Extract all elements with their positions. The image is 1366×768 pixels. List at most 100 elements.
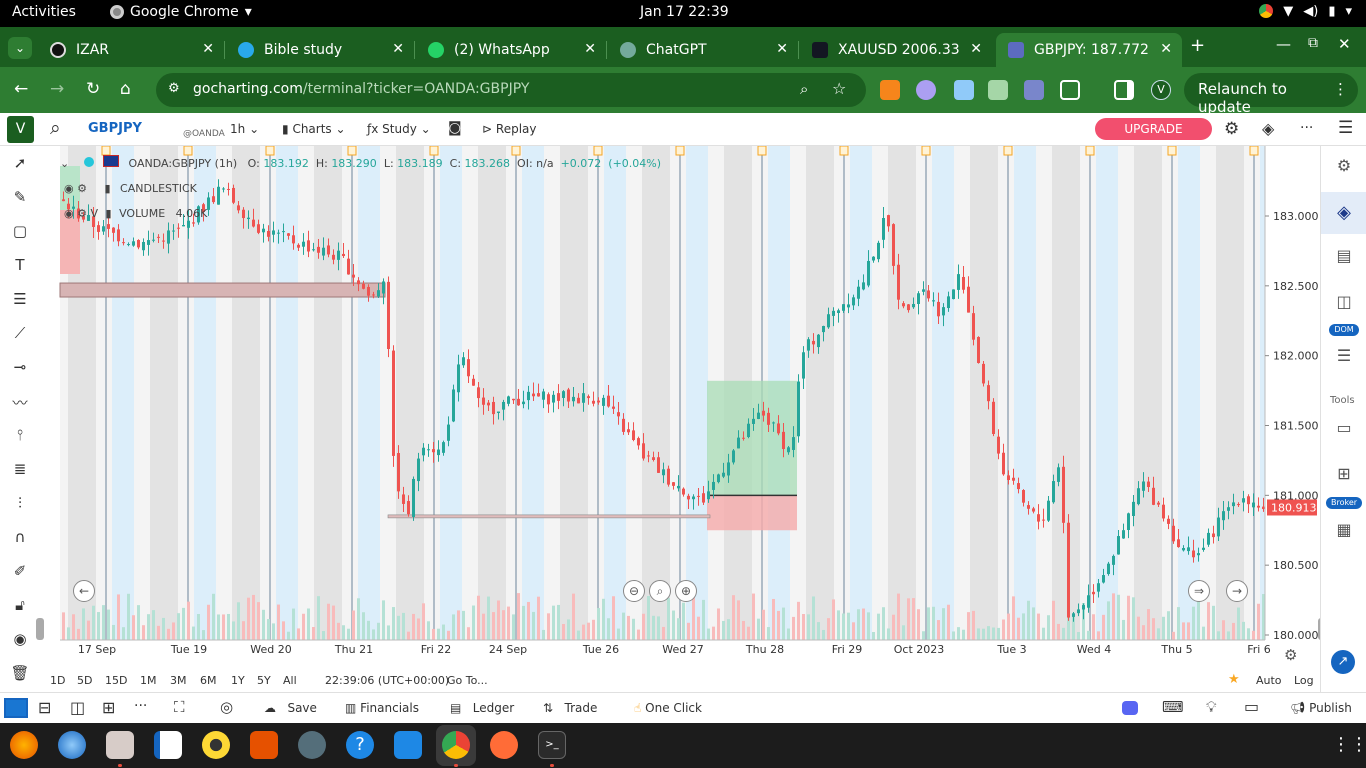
theme-icon[interactable]: ◎ [220,698,234,716]
server-icon[interactable]: ▭ [1336,418,1352,437]
cursor-icon[interactable]: ➚ [13,154,27,172]
zoom-icon[interactable]: ⌕ [800,80,809,98]
close-window-icon[interactable]: ✕ [1338,35,1351,53]
tab-bible-study[interactable]: Bible study ✕ [226,33,414,67]
edit-drawings-icon[interactable]: ✐ [13,562,27,580]
terminal-icon[interactable]: >_ [538,731,566,759]
tab-search-icon[interactable]: ⌄ [8,37,32,59]
bookmark-star-icon[interactable]: ☆ [832,79,847,98]
rhythmbox-icon[interactable] [202,731,230,759]
upgrade-button[interactable]: UPGRADE [1095,118,1212,140]
rectangle-icon[interactable]: ▢ [12,222,28,240]
range-all[interactable]: All [283,674,297,687]
measure-icon[interactable]: ⫶ [18,494,22,512]
firefox-icon[interactable] [10,731,38,759]
go-to-date[interactable]: Go To... [447,674,488,687]
layout-rows-icon[interactable]: ⊟ [38,698,52,717]
close-tab-icon[interactable]: ✕ [392,41,404,57]
vertical-line-icon[interactable]: ⫯ [16,426,24,444]
eye-icon[interactable]: ◉ [13,630,27,648]
replay-button[interactable]: ⊳ Replay [482,122,536,136]
range-6m[interactable]: 6M [200,674,217,687]
axis-settings-icon[interactable]: ⚙ [1284,646,1298,664]
wave-icon[interactable]: 〰 [12,394,28,412]
split-view-icon[interactable]: ◫ [1336,292,1352,311]
close-tab-icon[interactable]: ✕ [1156,41,1172,57]
settings-small-icon[interactable]: ⚙ [77,182,87,195]
one-click-button[interactable]: ☝ One Click [634,701,702,715]
apps-grid-icon[interactable]: ⊞ [1337,464,1351,483]
side-panel-icon[interactable] [1114,80,1134,100]
discord-icon[interactable] [1122,701,1138,715]
vscode-icon[interactable] [394,731,422,759]
ledger-button[interactable]: ▤ Ledger [450,701,514,715]
layout-cols-icon[interactable]: ◫ [70,698,86,717]
metamask-extension-icon[interactable] [880,80,900,100]
app-center-icon[interactable] [250,731,278,759]
more-layouts-icon[interactable]: ··· [134,698,148,714]
reload-icon[interactable]: ↻ [86,79,101,99]
system-tray[interactable]: ▼ ◀) ▮ ▾ [1259,4,1352,19]
close-tab-icon[interactable]: ✕ [776,41,788,57]
layers-panel-icon[interactable]: ◈ [1321,192,1366,234]
study-menu[interactable]: ƒx Study ⌄ [367,122,431,136]
files-icon[interactable] [106,731,134,759]
trendline-icon[interactable]: ⟋ [14,324,26,342]
close-tab-icon[interactable]: ✕ [584,41,596,57]
relaunch-to-update-button[interactable]: Relaunch to update ⋮ [1184,73,1358,116]
list-icon[interactable]: ☰ [1336,346,1352,365]
close-tab-icon[interactable]: ✕ [202,41,214,57]
tab-whatsapp[interactable]: (2) WhatsApp ✕ [416,33,606,67]
tab-izar[interactable]: IZAR ✕ [38,33,224,67]
pencil-icon[interactable]: ✎ [13,188,27,206]
libreoffice-writer-icon[interactable] [154,731,182,759]
legend-collapse-icon[interactable]: ⌄ [60,157,70,170]
trade-button[interactable]: ⇅ Trade [543,701,597,715]
layers-icon[interactable]: ◈ [1262,119,1275,138]
tab-chatgpt[interactable]: ChatGPT ✕ [608,33,798,67]
panel-collapse-left-icon[interactable] [36,618,44,640]
fib-icon[interactable]: ≣ [13,460,27,478]
range-1d[interactable]: 1D [50,674,66,687]
zoom-reset-icon[interactable]: ⌕ [649,580,671,602]
more-dots-icon[interactable]: ··· [1300,120,1314,136]
magnet-icon[interactable]: ∩ [14,528,26,546]
trend-chart-icon[interactable]: ↗ [1331,650,1355,674]
range-5d[interactable]: 5D [77,674,93,687]
app-logo[interactable]: V [7,116,34,143]
home-icon[interactable]: ⌂ [120,79,131,99]
address-bar[interactable]: ⚙ gocharting.com/terminal?ticker=OANDA:G… [156,73,866,107]
star-icon[interactable]: ★ [1228,672,1240,687]
visibility-eye-icon[interactable]: ◉ [64,207,74,220]
range-5y[interactable]: 5Y [257,674,271,687]
auto-scale-toggle[interactable]: Auto [1256,674,1282,687]
url-text[interactable]: gocharting.com/terminal?ticker=OANDA:GBP… [193,81,529,97]
visibility-eye-icon[interactable]: ◉ [64,182,74,195]
scroll-right-icon[interactable]: → [1226,580,1248,602]
clock[interactable]: Jan 17 22:39 [640,4,729,20]
charts-menu[interactable]: ▮ Charts ⌄ [282,122,346,136]
tab-xauusd[interactable]: XAUUSD 2006.33 ✕ [800,33,992,67]
settings-icon[interactable]: ⚙ [1224,119,1240,139]
site-info-icon[interactable]: ⚙ [168,81,180,96]
close-tab-icon[interactable]: ✕ [966,41,982,57]
snapshot-icon[interactable]: ◙ [448,120,462,136]
bracket-extension-icon[interactable] [1024,80,1044,100]
thunderbird-icon[interactable] [58,731,86,759]
notes-icon[interactable]: ▤ [1336,246,1352,265]
chart-canvas[interactable]: 183.000 182.500 182.000 181.500 181.000 180.5… [40,146,1320,670]
publish-button[interactable]: 📢︎ Publish [1290,701,1352,715]
log-scale-toggle[interactable]: Log [1294,674,1314,687]
activities-button[interactable]: Activities [12,4,76,20]
leaf-extension-icon[interactable] [988,80,1008,100]
postman-icon[interactable] [490,731,518,759]
settings-small-icon[interactable]: ⚙ [77,207,87,220]
image-viewer-icon[interactable] [298,731,326,759]
help-icon[interactable]: ? [346,731,374,759]
show-apps-icon[interactable]: ⋮⋮ [1332,734,1366,755]
app-menu[interactable]: Google Chrome ▾ [110,4,252,20]
extension-icon[interactable] [954,80,974,100]
range-1y[interactable]: 1Y [231,674,245,687]
chrome-dock-icon[interactable] [442,731,470,759]
range-1m[interactable]: 1M [140,674,157,687]
